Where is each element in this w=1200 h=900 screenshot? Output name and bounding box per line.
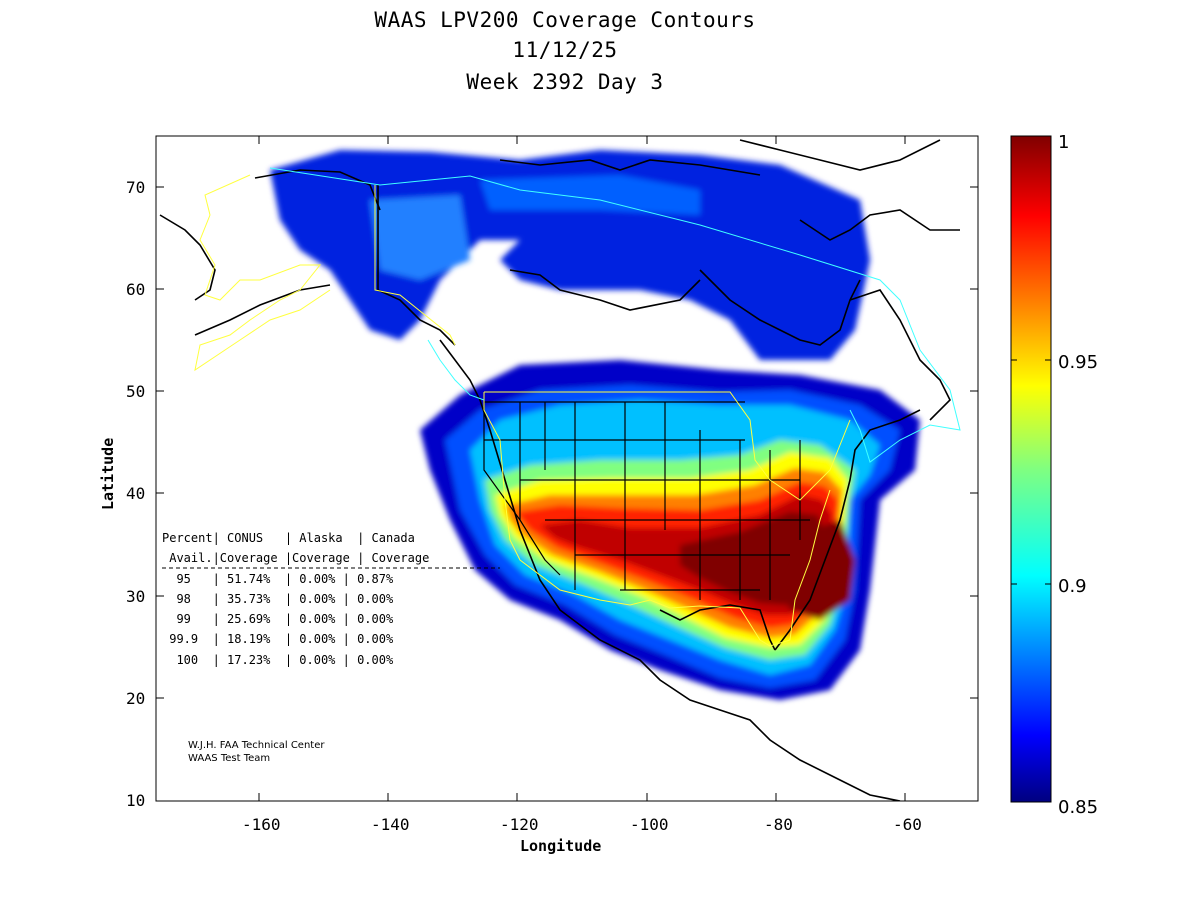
colorbar-label: 0.95: [1058, 352, 1098, 373]
y-tick-label: 10: [126, 791, 145, 810]
x-tick-label: -140: [371, 815, 410, 834]
colorbar-label: 1: [1058, 132, 1069, 153]
chart-title-line-1: WAAS LPV200 Coverage Contours: [374, 8, 756, 32]
y-tick-label: 70: [126, 178, 145, 197]
table-row: 100 | 17.23% | 0.00% | 0.00%: [162, 653, 394, 667]
y-tick-label: 60: [126, 280, 145, 299]
x-tick-label: -100: [630, 815, 669, 834]
table-row: 98 | 35.73% | 0.00% | 0.00%: [162, 592, 394, 606]
colorbar-label: 0.85: [1058, 797, 1098, 818]
chart-title-week: Week 2392 Day 3: [466, 70, 664, 94]
table-header-2: Avail.|Coverage |Coverage | Coverage: [162, 551, 429, 565]
fir-boundaries-cyan: [269, 167, 961, 463]
y-tick-label: 50: [126, 382, 145, 401]
table-row: 99.9 | 18.19% | 0.00% | 0.00%: [162, 632, 394, 646]
x-ticks: [258, 136, 906, 801]
x-axis-title: Longitude: [520, 837, 601, 855]
table-row: 99 | 25.69% | 0.00% | 0.00%: [162, 612, 394, 626]
x-tick-label: -60: [893, 815, 922, 834]
fir-boundaries-yellow: [194, 174, 851, 647]
colorbar-gradient: [1010, 135, 1052, 803]
table-row: 95 | 51.74% | 0.00% | 0.87%: [162, 572, 394, 586]
y-tick-label: 30: [126, 587, 145, 606]
contour-conus: [420, 360, 920, 700]
y-tick-label: 20: [126, 689, 145, 708]
contour-northern-band: [270, 150, 870, 360]
chart-title-date: 11/12/25: [512, 38, 618, 62]
credit-line-2: WAAS Test Team: [188, 753, 270, 764]
y-ticks: [156, 186, 978, 699]
state-borders: [483, 401, 810, 600]
y-axis-title: Latitude: [99, 438, 117, 510]
colorbar-label: 0.9: [1058, 576, 1087, 597]
x-tick-label: -160: [242, 815, 281, 834]
credit-line-1: W.J.H. FAA Technical Center: [188, 740, 325, 751]
plot-frame: [155, 135, 979, 802]
x-tick-label: -80: [764, 815, 793, 834]
y-tick-label: 40: [126, 484, 145, 503]
x-tick-label: -120: [500, 815, 539, 834]
table-header-1: Percent| CONUS | Alaska | Canada: [162, 531, 415, 545]
coastlines: [159, 139, 960, 801]
coverage-table: Percent| CONUS | Alaska | Canada Avail.|…: [162, 531, 500, 667]
